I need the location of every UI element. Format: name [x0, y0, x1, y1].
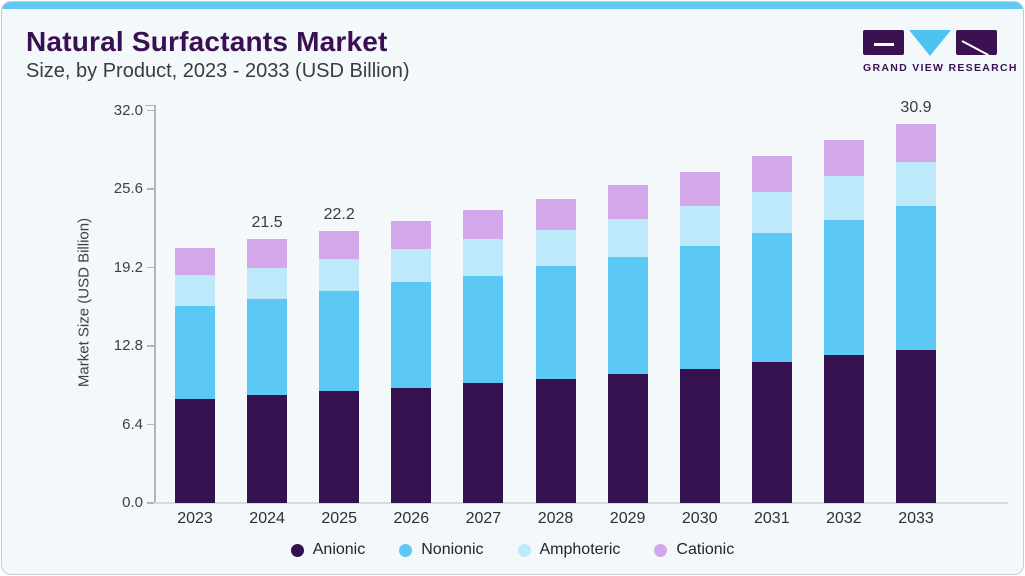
bar-segment-cationic-2027: [463, 209, 504, 240]
page-title: Natural Surfactants Market: [26, 26, 388, 57]
y-tick-mark: [147, 423, 154, 426]
legend-item-amphoteric: Amphoteric: [517, 541, 621, 559]
y-tick-mark: [147, 109, 154, 112]
bar-segment-anionic-2032: [823, 354, 864, 503]
bar-segment-nonionic-2031: [751, 233, 792, 362]
bar-segment-anionic-2033: [896, 349, 936, 503]
bar-segment-nonionic-2029: [607, 256, 648, 375]
legend-swatch: [399, 543, 413, 557]
x-category-label: 2032: [826, 510, 862, 527]
bar-segment-anionic-2027: [463, 382, 504, 503]
legend-swatch: [654, 543, 668, 557]
y-tick-mark: [147, 266, 154, 269]
logo-r-block: [956, 30, 997, 55]
x-category-label: 2030: [681, 510, 718, 527]
y-tick-label: 12.8: [113, 337, 143, 355]
bar-segment-anionic-2030: [679, 369, 720, 503]
x-category-label: 2029: [609, 510, 646, 527]
bar-segment-anionic-2024: [247, 395, 288, 503]
bar-total-label: 22.2: [323, 205, 355, 223]
bar-segment-cationic-2023: [175, 247, 215, 275]
logo-v-triangle: [909, 30, 951, 56]
bar-segment-anionic-2029: [607, 374, 648, 503]
x-category-label: 2033: [898, 510, 934, 527]
legend-label: Anionic: [312, 541, 366, 558]
bar-segment-anionic-2031: [751, 362, 792, 503]
bar-segment-amphoteric-2025: [319, 259, 360, 291]
bar-segment-amphoteric-2023: [175, 274, 215, 306]
y-tick-label: 19.2: [113, 258, 143, 276]
bar-segment-nonionic-2025: [319, 290, 360, 392]
y-tick-label: 32.0: [113, 101, 143, 119]
legend-swatch: [517, 543, 531, 557]
x-category-label: 2028: [537, 510, 574, 527]
bar-segment-cationic-2031: [751, 156, 792, 192]
bar-segment-amphoteric-2029: [607, 218, 648, 257]
gvr-logo-marks: [863, 30, 997, 56]
bar-segment-anionic-2026: [391, 387, 432, 503]
bar-segment-amphoteric-2026: [391, 249, 432, 283]
legend-label: Cationic: [676, 541, 735, 558]
bar-segment-amphoteric-2030: [679, 206, 720, 246]
y-tick-label: 6.4: [122, 415, 143, 433]
legend-label: Amphoteric: [539, 541, 621, 558]
x-axis-line: [154, 502, 1008, 504]
legend-label: Nonionic: [421, 541, 484, 558]
bar-segment-cationic-2033: [896, 124, 936, 163]
bar-segment-nonionic-2030: [679, 245, 720, 370]
bar-segment-cationic-2029: [607, 185, 648, 219]
y-axis-line: [154, 104, 156, 503]
legend-item-anionic: Anionic: [290, 541, 366, 559]
x-category-label: 2026: [393, 510, 430, 527]
y-tick-label: 25.6: [113, 180, 143, 198]
bar-segment-cationic-2024: [247, 239, 288, 268]
logo-g-block: [863, 30, 904, 55]
y-axis-title: Market Size (USD Billion): [75, 217, 93, 388]
x-category-label: 2023: [177, 510, 213, 527]
bar-segment-nonionic-2024: [247, 299, 288, 396]
bar-segment-nonionic-2023: [175, 305, 215, 399]
bar-segment-amphoteric-2028: [535, 229, 576, 267]
bar-segment-anionic-2028: [535, 379, 576, 503]
x-category-label: 2031: [754, 510, 790, 527]
page-subtitle: Size, by Product, 2023 - 2033 (USD Billi…: [26, 60, 410, 82]
bar-segment-amphoteric-2024: [247, 267, 288, 300]
bar-total-label: 21.5: [251, 214, 283, 232]
bar-segment-cationic-2028: [535, 198, 576, 230]
bar-segment-nonionic-2027: [463, 276, 504, 383]
gvr-logo: GRAND VIEW RESEARCH: [863, 30, 1018, 74]
bar-segment-cationic-2030: [679, 171, 720, 207]
logo-g-bar: [874, 43, 894, 46]
bar-segment-nonionic-2032: [823, 219, 864, 355]
bar-segment-nonionic-2028: [535, 266, 576, 380]
y-tick-mark: [147, 188, 154, 190]
bar-segment-nonionic-2026: [391, 282, 432, 388]
legend-swatch: [290, 543, 304, 557]
chart-legend: Anionic Nonionic Amphoteric Cationic: [2, 541, 1023, 559]
x-category-label: 2025: [321, 510, 357, 527]
bar-segment-cationic-2026: [391, 221, 432, 250]
x-category-label: 2024: [249, 510, 285, 527]
y-axis-top-cap: [145, 104, 154, 107]
legend-item-cationic: Cationic: [654, 541, 734, 559]
bar-segment-anionic-2023: [175, 398, 215, 503]
y-tick-label: 0.0: [122, 494, 143, 511]
gvr-logo-text: GRAND VIEW RESEARCH: [863, 62, 1018, 74]
bar-total-label: 30.9: [900, 99, 932, 117]
bar-segment-cationic-2032: [823, 140, 864, 176]
legend-item-nonionic: Nonionic: [399, 541, 484, 559]
x-category-label: 2027: [465, 510, 502, 527]
top-accent-bar: [2, 2, 1023, 9]
bar-segment-amphoteric-2031: [751, 191, 792, 234]
bar-segment-amphoteric-2033: [896, 162, 936, 207]
bar-segment-cationic-2025: [319, 230, 360, 259]
y-tick-mark: [147, 345, 154, 347]
bar-segment-amphoteric-2032: [823, 175, 864, 220]
bar-segment-nonionic-2033: [896, 206, 936, 350]
bar-segment-amphoteric-2027: [463, 239, 504, 277]
y-tick-mark: [147, 502, 154, 504]
bar-segment-anionic-2025: [319, 391, 360, 503]
